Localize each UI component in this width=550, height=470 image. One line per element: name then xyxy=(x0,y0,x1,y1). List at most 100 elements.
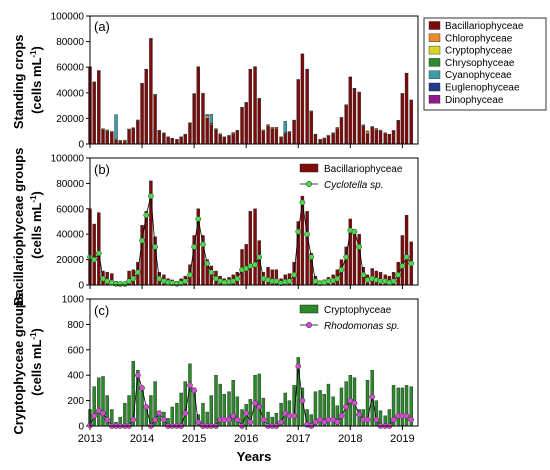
series-point xyxy=(343,254,350,260)
bar-segment xyxy=(97,70,101,145)
series-point xyxy=(260,275,267,282)
series-point xyxy=(295,228,302,235)
series-point xyxy=(243,265,250,272)
series-point xyxy=(286,278,293,285)
y-tick-label: 20000 xyxy=(56,114,84,125)
legend-entry: Cyclotella sp. xyxy=(324,180,383,191)
bar-segment xyxy=(318,139,322,145)
series-point xyxy=(334,275,341,282)
series-point xyxy=(377,278,384,285)
legend-entry: Rhodomonas sp. xyxy=(324,321,400,332)
y-tick-label: 80000 xyxy=(56,179,84,190)
y-tick-label: 40000 xyxy=(56,88,84,99)
bar xyxy=(248,211,253,286)
bar xyxy=(396,387,400,427)
bar xyxy=(170,406,174,427)
y-tick-label: 40000 xyxy=(56,230,84,241)
series-point xyxy=(325,278,332,285)
panel-c-cryptophyceae: Cryptophyceae groups (cells mL-1) 0 200 40… xyxy=(11,289,419,464)
panel-c-ylabel: Cryptophyceae groups (cells mL-1) xyxy=(11,289,44,434)
bar-segment xyxy=(391,130,396,145)
legend-swatch xyxy=(428,58,441,67)
series-point xyxy=(247,263,254,269)
bar-segment xyxy=(222,137,227,145)
series-point xyxy=(130,275,137,282)
bar-segment xyxy=(305,69,309,145)
series-point xyxy=(226,416,232,423)
legend-entry: Cyanophyceae xyxy=(445,70,512,81)
series-point xyxy=(273,278,280,285)
series-point xyxy=(243,410,250,417)
series-point xyxy=(156,275,163,282)
bar xyxy=(305,211,309,286)
legend-entry: Euglenophyceae xyxy=(445,83,520,94)
bar-segment xyxy=(253,66,257,145)
legend-swatch xyxy=(299,304,319,314)
bar-segment xyxy=(114,114,118,140)
series-point xyxy=(104,416,111,423)
x-tick-label: 2016 xyxy=(234,433,258,445)
bar-segment xyxy=(110,132,114,145)
bar-segment xyxy=(170,138,174,145)
bar xyxy=(400,235,405,286)
x-axis: 2013 2014 2015 2016 2017 2018 2019 xyxy=(78,433,415,445)
bar-segment xyxy=(279,137,283,145)
bar-segment xyxy=(387,134,392,145)
bar-segment xyxy=(266,125,270,145)
panel-c-legend: Cryptophyceae Rhodomonas sp. xyxy=(299,304,400,332)
legend-swatch xyxy=(299,163,319,173)
series-point xyxy=(299,199,306,206)
bar-segment xyxy=(101,129,105,145)
series-point xyxy=(195,216,202,222)
y-tick-label: 1000 xyxy=(62,295,85,306)
series-point xyxy=(234,275,241,282)
series-point xyxy=(299,397,306,404)
bar xyxy=(201,402,205,427)
bar xyxy=(209,265,214,286)
bar-segment xyxy=(92,82,96,145)
x-tick-label: 2018 xyxy=(338,433,362,445)
bar-segment xyxy=(331,133,335,145)
legend-swatch xyxy=(428,95,441,104)
bar-segment xyxy=(114,139,118,145)
series-point xyxy=(291,412,297,419)
series-point xyxy=(408,260,415,267)
bar-segment xyxy=(365,133,370,145)
y-tick-label: 800 xyxy=(67,320,84,331)
bar xyxy=(400,387,405,427)
bar-segment xyxy=(136,120,140,145)
series-point xyxy=(230,278,237,285)
bar-segment xyxy=(131,128,135,145)
bar-segment xyxy=(296,79,300,145)
series-point xyxy=(221,279,228,286)
series-point xyxy=(282,410,289,417)
y-tick-label: 600 xyxy=(67,345,84,356)
series-point xyxy=(148,193,154,199)
bar xyxy=(175,402,179,427)
bar-segment xyxy=(149,38,153,145)
series-point xyxy=(321,419,328,426)
panel-b-line xyxy=(87,193,415,287)
bar xyxy=(183,381,187,427)
series-point xyxy=(208,269,215,276)
series-point xyxy=(96,407,102,414)
panel-c-line xyxy=(87,363,415,429)
series-point xyxy=(91,412,98,419)
series-point xyxy=(403,412,410,419)
legend-entry: Cryptophyceae xyxy=(445,46,513,57)
series-point xyxy=(343,404,350,410)
y-tick-label: 200 xyxy=(67,396,84,407)
series-point xyxy=(161,416,167,423)
panel-b-frame xyxy=(89,157,419,286)
panel-b-label: (b) xyxy=(94,162,110,177)
series-point xyxy=(373,416,380,423)
series-point xyxy=(126,278,132,285)
series-point xyxy=(252,400,258,406)
y-tick-label: 0 xyxy=(78,422,84,433)
bar-segment xyxy=(352,88,357,145)
series-point xyxy=(286,412,293,419)
y-tick-label: 60000 xyxy=(56,63,84,74)
series-point xyxy=(260,416,267,423)
bar-segment xyxy=(157,130,161,145)
